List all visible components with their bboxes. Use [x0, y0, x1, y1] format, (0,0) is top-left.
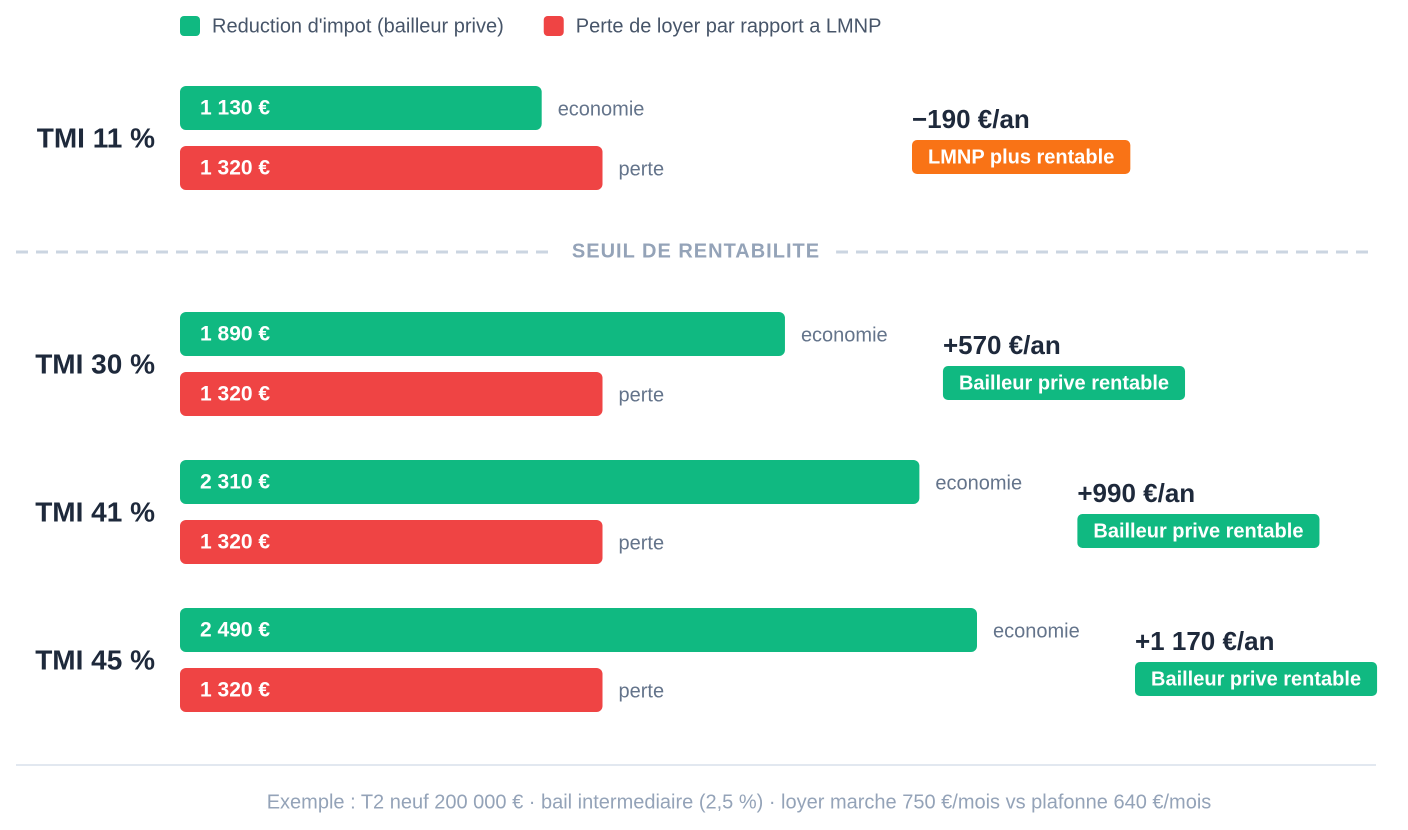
- bar-value-label: 1 320 €: [200, 383, 270, 406]
- bar-note: economie: [801, 324, 888, 346]
- bar-note: perte: [619, 532, 665, 554]
- verdict-badge: [1135, 662, 1378, 696]
- net-value: +1 170 €/an: [1135, 626, 1275, 656]
- bar-note: economie: [935, 472, 1022, 494]
- verdict-label: Bailleur prive rentable: [1093, 520, 1303, 542]
- verdict-label: LMNP plus rentable: [928, 146, 1114, 168]
- bar: [180, 608, 977, 652]
- legend-swatch: [180, 16, 200, 36]
- bar-value-label: 1 320 €: [200, 531, 270, 554]
- bar: [180, 312, 785, 356]
- bar: [180, 520, 603, 564]
- bar: [180, 460, 920, 504]
- category-label: TMI 30 %: [35, 348, 155, 379]
- verdict-badge: [942, 366, 1186, 400]
- verdict-label: Bailleur prive rentable: [959, 372, 1169, 394]
- net-value: −190 €/an: [912, 104, 1030, 134]
- verdict-badge: [912, 140, 1131, 174]
- bar-note: economie: [993, 620, 1080, 642]
- legend-label: Perte de loyer par rapport a LMNP: [576, 15, 882, 37]
- threshold-label: SEUIL DE RENTABILITE: [572, 240, 820, 262]
- bar: [180, 146, 603, 190]
- bar-value-label: 1 320 €: [200, 679, 270, 702]
- footnote: Exemple : T2 neuf 200 000 € · bail inter…: [267, 791, 1212, 813]
- legend-swatch: [543, 16, 564, 36]
- verdict-badge: [1077, 514, 1320, 548]
- bar: [180, 372, 603, 416]
- bar: [180, 86, 542, 130]
- bar-note: perte: [619, 384, 665, 406]
- bar-value-label: 1 320 €: [200, 157, 270, 180]
- legend-label: Reduction d'impot (bailleur prive): [212, 15, 504, 37]
- verdict-label: Bailleur prive rentable: [1151, 668, 1361, 690]
- bar-note: perte: [619, 158, 665, 180]
- bar-value-label: 1 890 €: [200, 323, 270, 346]
- bar-value-label: 2 490 €: [200, 619, 270, 642]
- bar: [180, 668, 603, 712]
- category-label: TMI 11 %: [37, 122, 155, 153]
- net-value: +990 €/an: [1077, 478, 1195, 508]
- bar-note: perte: [619, 680, 665, 702]
- category-label: TMI 45 %: [35, 644, 155, 675]
- bar-value-label: 2 310 €: [200, 471, 270, 494]
- bar-note: economie: [558, 98, 645, 120]
- threshold-label-bg: [555, 238, 837, 266]
- category-label: TMI 41 %: [35, 496, 155, 527]
- net-value: +570 €/an: [943, 330, 1061, 360]
- bar-value-label: 1 130 €: [200, 97, 270, 120]
